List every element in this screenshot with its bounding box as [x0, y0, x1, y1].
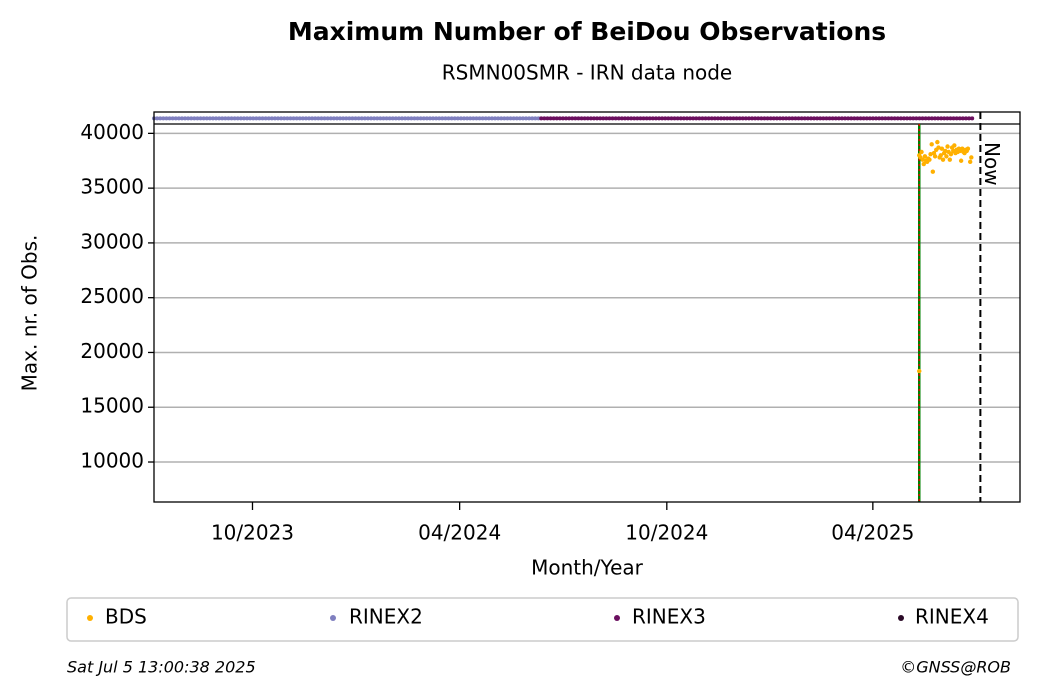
data-point [967, 159, 973, 165]
legend-label: RINEX4 [915, 605, 989, 629]
data-point [930, 169, 936, 174]
chart-subtitle: RSMN00SMR - IRN data node [442, 61, 732, 85]
data-point [917, 368, 922, 374]
data-point [965, 146, 971, 151]
x-axis-label: Month/Year [531, 556, 644, 580]
data-point [922, 154, 928, 159]
data-point [932, 154, 938, 159]
legend-label: RINEX3 [632, 605, 706, 629]
plot-frame [153, 111, 1021, 503]
data-point [958, 158, 964, 163]
legend-marker [614, 615, 620, 621]
data-point [919, 149, 924, 155]
data-point [921, 161, 926, 167]
data-point [936, 145, 941, 150]
y-tick-label: 15000 [80, 394, 144, 418]
data-point [948, 151, 954, 157]
legend-marker [87, 615, 93, 621]
data-point [935, 139, 940, 145]
timestamp: Sat Jul 5 13:00:38 2025 [67, 658, 256, 677]
data-point [940, 157, 946, 162]
y-axis-label: Max. nr. of Obs. [18, 235, 42, 392]
data-point [938, 153, 943, 158]
x-tick-label: 04/2024 [418, 521, 501, 545]
data-point [928, 151, 933, 157]
data-point [944, 154, 949, 159]
y-tick-label: 20000 [80, 339, 144, 363]
y-tick-label: 30000 [80, 229, 144, 253]
data-point [952, 143, 957, 148]
legend-box [66, 597, 1019, 642]
data-point [947, 157, 953, 162]
x-tick-label: 10/2024 [625, 521, 708, 545]
legend-marker [898, 615, 904, 621]
y-tick-label: 40000 [80, 120, 144, 144]
y-tick-label: 35000 [80, 175, 144, 199]
data-point [927, 157, 932, 162]
data-point [945, 144, 950, 149]
chart-title: Maximum Number of BeiDou Observations [288, 17, 886, 46]
y-tick-label: 25000 [80, 284, 144, 308]
x-tick-label: 04/2025 [831, 521, 914, 545]
y-tick-label: 10000 [80, 449, 144, 473]
legend-marker [330, 615, 336, 621]
x-tick-label: 10/2023 [211, 521, 294, 545]
data-point [943, 148, 948, 154]
data-point [939, 146, 945, 151]
data-point [969, 155, 974, 160]
legend-label: RINEX2 [349, 605, 423, 629]
credit: ©GNSS@ROB [900, 658, 1011, 677]
data-point [920, 157, 925, 162]
legend-label: BDS [105, 605, 147, 629]
data-point [929, 142, 934, 147]
now-label: Now [980, 142, 1004, 186]
